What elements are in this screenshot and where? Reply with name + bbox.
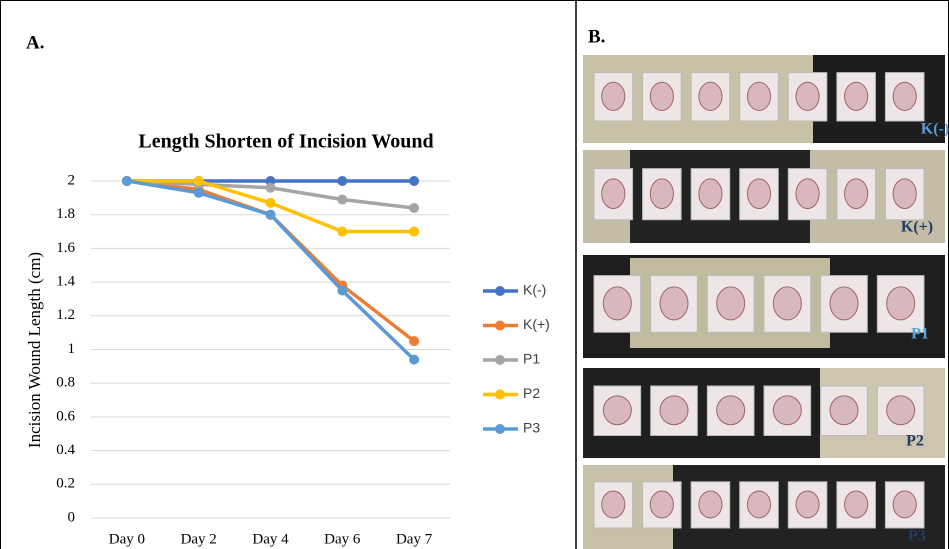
wound bbox=[650, 491, 673, 518]
wound bbox=[602, 491, 625, 518]
chart-title: Length Shorten of Incision Wound bbox=[138, 131, 433, 153]
point bbox=[409, 203, 419, 213]
wound bbox=[650, 179, 673, 209]
point bbox=[266, 183, 276, 193]
y-tick-label: 0.2 bbox=[56, 476, 75, 492]
point bbox=[337, 227, 347, 237]
y-tick-label: 1 bbox=[68, 341, 76, 357]
photo-panel: K(-) K(+) P1 P2 P3 bbox=[583, 55, 949, 549]
photo-label: K(-) bbox=[921, 121, 949, 138]
y-tick-label: 0.4 bbox=[56, 442, 75, 458]
point bbox=[409, 336, 419, 346]
wound bbox=[893, 82, 916, 110]
wound bbox=[603, 287, 631, 320]
wound bbox=[747, 82, 770, 110]
point bbox=[194, 188, 204, 198]
wound bbox=[887, 287, 915, 320]
point bbox=[337, 286, 347, 296]
legend-marker bbox=[495, 355, 505, 365]
wound bbox=[602, 82, 625, 110]
point bbox=[194, 176, 204, 186]
y-tick-label: 0.6 bbox=[56, 408, 75, 424]
wound bbox=[717, 396, 745, 425]
x-tick-label: Day 2 bbox=[181, 531, 217, 547]
y-tick-label: 2 bbox=[68, 172, 76, 188]
y-axis-label: Incision Wound Length (cm) bbox=[25, 252, 44, 448]
point bbox=[122, 176, 132, 186]
wound bbox=[796, 179, 819, 209]
point bbox=[409, 355, 419, 365]
y-tick-label: 0.8 bbox=[56, 375, 75, 391]
x-tick-label: Day 7 bbox=[396, 531, 433, 547]
point bbox=[409, 227, 419, 237]
y-tick-label: 1.6 bbox=[56, 240, 75, 256]
wound bbox=[830, 396, 858, 425]
wound bbox=[893, 491, 916, 518]
legend-marker bbox=[495, 321, 505, 331]
wound bbox=[747, 179, 770, 209]
panel-label: A. bbox=[26, 32, 44, 53]
legend-label: P2 bbox=[523, 385, 540, 401]
wound bbox=[773, 287, 801, 320]
photo-label: K(+) bbox=[901, 219, 933, 236]
wound bbox=[893, 179, 916, 209]
legend-marker bbox=[495, 286, 505, 296]
legend-marker bbox=[495, 424, 505, 434]
point bbox=[337, 176, 347, 186]
wound bbox=[717, 287, 745, 320]
x-tick-label: Day 0 bbox=[109, 531, 145, 547]
legend-label: P1 bbox=[523, 351, 540, 367]
wound bbox=[603, 396, 631, 425]
legend-label: K(-) bbox=[523, 282, 546, 298]
legend-label: P3 bbox=[523, 420, 540, 436]
photo-label: P3 bbox=[908, 528, 926, 545]
x-tick-label: Day 4 bbox=[252, 531, 289, 547]
wound bbox=[796, 82, 819, 110]
wound bbox=[845, 82, 868, 110]
wound bbox=[660, 287, 688, 320]
point bbox=[337, 195, 347, 205]
wound bbox=[650, 82, 673, 110]
y-tick-label: 1.8 bbox=[56, 206, 75, 222]
wound bbox=[699, 179, 722, 209]
wound bbox=[830, 287, 858, 320]
photo-label: P1 bbox=[911, 326, 929, 343]
x-tick-label: Day 6 bbox=[324, 531, 361, 547]
wound bbox=[887, 396, 915, 425]
y-tick-label: 0 bbox=[68, 509, 76, 525]
figure: A. B. Length Shorten of Incision Wound I… bbox=[0, 0, 949, 549]
wound bbox=[602, 179, 625, 209]
point bbox=[266, 198, 276, 208]
legend-marker bbox=[495, 390, 505, 400]
y-tick-label: 1.2 bbox=[56, 307, 75, 323]
wound bbox=[660, 396, 688, 425]
y-tick-label: 1.4 bbox=[56, 274, 75, 290]
wound bbox=[845, 491, 868, 518]
wound bbox=[699, 491, 722, 518]
legend-label: K(+) bbox=[523, 316, 550, 332]
point bbox=[266, 210, 276, 220]
wound bbox=[796, 491, 819, 518]
wound bbox=[773, 396, 801, 425]
photo-label: P2 bbox=[906, 433, 924, 450]
point bbox=[409, 176, 419, 186]
panel-label: B. bbox=[588, 26, 605, 47]
wound bbox=[699, 82, 722, 110]
wound bbox=[845, 179, 868, 209]
wound bbox=[747, 491, 770, 518]
